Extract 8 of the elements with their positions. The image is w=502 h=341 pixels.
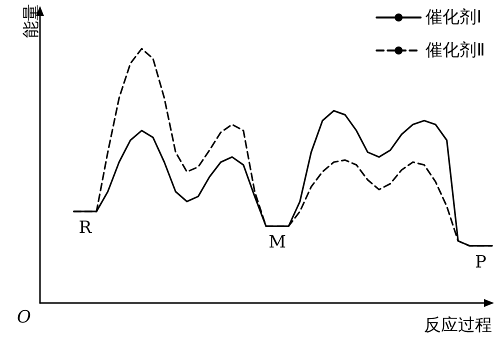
y-axis-title: 能量 [22,4,42,38]
x-axis-title: 反应过程 [424,316,492,336]
annotation: P [474,252,486,272]
text: O [17,308,32,328]
annotation: M [268,232,286,253]
legend-label: 催化剂Ⅱ [426,40,486,60]
annotation: R [78,218,93,238]
legend-label: 催化剂Ⅰ [426,8,482,28]
